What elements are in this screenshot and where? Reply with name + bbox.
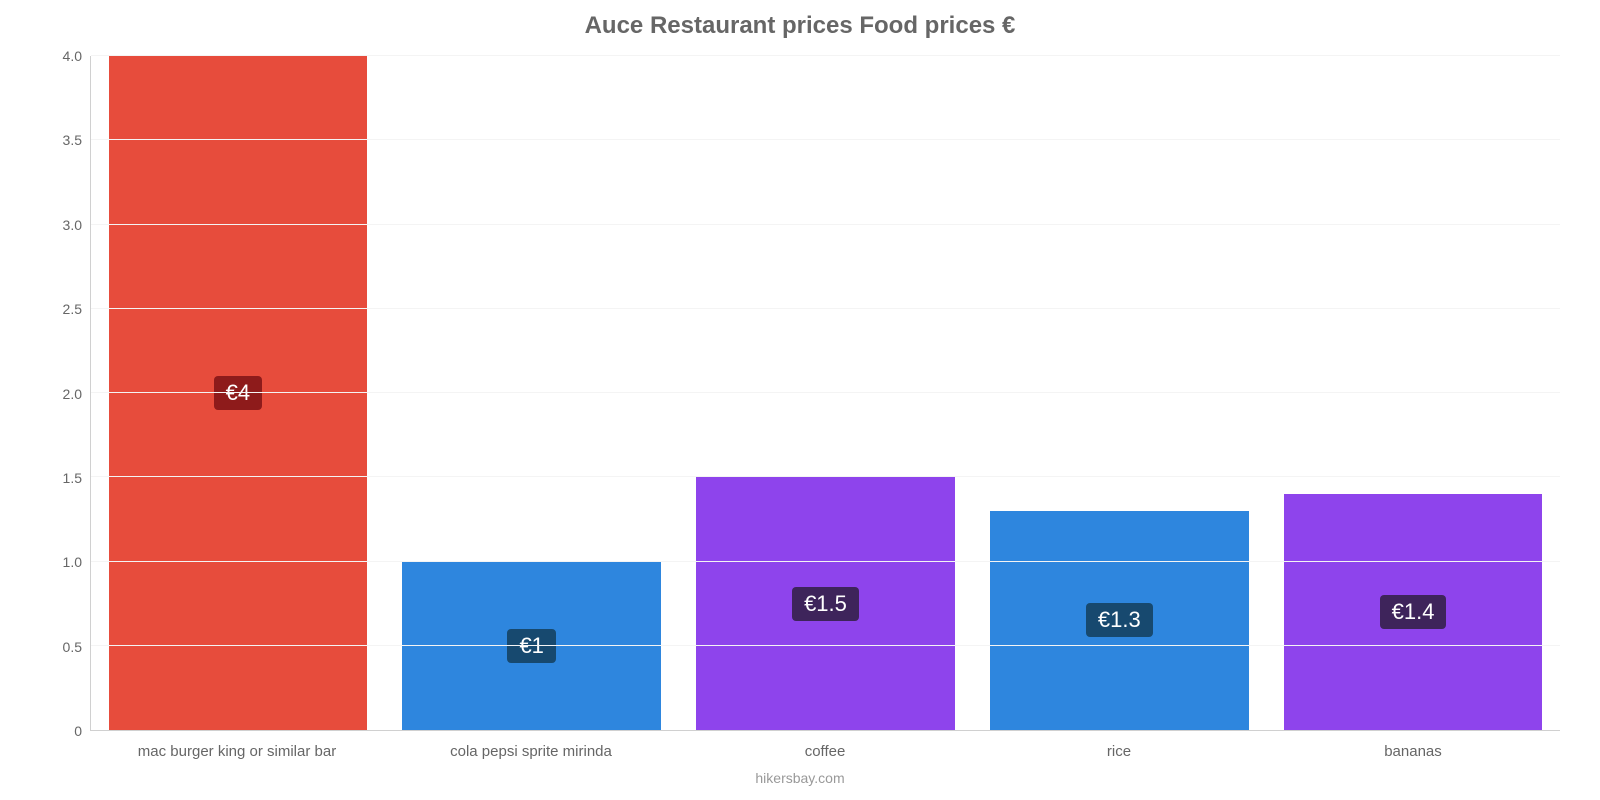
gridline [91, 55, 1560, 56]
bar-value-label: €1.5 [792, 587, 859, 621]
x-axis-label: coffee [678, 743, 972, 760]
bar: €1.5 [696, 477, 955, 730]
gridline [91, 224, 1560, 225]
y-tick-label: 1.5 [63, 470, 82, 486]
bar: €1.3 [990, 511, 1249, 730]
y-tick-label: 0.5 [63, 639, 82, 655]
bar: €4 [109, 56, 368, 730]
bar-slot: €4 [91, 56, 385, 730]
y-tick-label: 1.0 [63, 554, 82, 570]
bar-value-label: €4 [214, 376, 262, 410]
bar-value-label: €1.3 [1086, 603, 1153, 637]
gridline [91, 139, 1560, 140]
bar-slot: €1.3 [972, 56, 1266, 730]
gridline [91, 645, 1560, 646]
y-tick-label: 2.0 [63, 386, 82, 402]
x-axis-label: rice [972, 743, 1266, 760]
chart-container: Auce Restaurant prices Food prices € 0 0.… [0, 0, 1600, 800]
y-tick-label: 0 [74, 723, 82, 739]
x-axis-label: mac burger king or similar bar [90, 743, 384, 760]
y-tick-label: 2.5 [63, 301, 82, 317]
chart-attribution: hikersbay.com [40, 760, 1560, 800]
bars-group: €4 €1 €1.5 €1.3 €1.4 [91, 56, 1560, 730]
gridline [91, 392, 1560, 393]
chart-title: Auce Restaurant prices Food prices € [40, 0, 1560, 56]
chart-body: 00.51.01.52.02.53.03.54.0 €4€1€1.5€1.3€1… [40, 56, 1560, 731]
gridline [91, 476, 1560, 477]
bar-value-label: €1 [507, 629, 555, 663]
bar-slot: €1.4 [1266, 56, 1560, 730]
x-axis: mac burger king or similar barcola pepsi… [90, 731, 1560, 760]
x-axis-label: cola pepsi sprite mirinda [384, 743, 678, 760]
y-tick-label: 3.5 [63, 132, 82, 148]
bar: €1.4 [1284, 494, 1543, 730]
bar-value-label: €1.4 [1380, 595, 1447, 629]
plot-area: €4 €1 €1.5 €1.3 €1.4 [90, 56, 1560, 731]
gridline [91, 308, 1560, 309]
y-tick-label: 3.0 [63, 217, 82, 233]
x-axis-label: bananas [1266, 743, 1560, 760]
y-tick-label: 4.0 [63, 48, 82, 64]
bar-slot: €1 [385, 56, 679, 730]
gridline [91, 561, 1560, 562]
y-axis: 00.51.01.52.02.53.03.54.0 [40, 56, 90, 731]
bar: €1 [402, 562, 661, 731]
bar-slot: €1.5 [679, 56, 973, 730]
